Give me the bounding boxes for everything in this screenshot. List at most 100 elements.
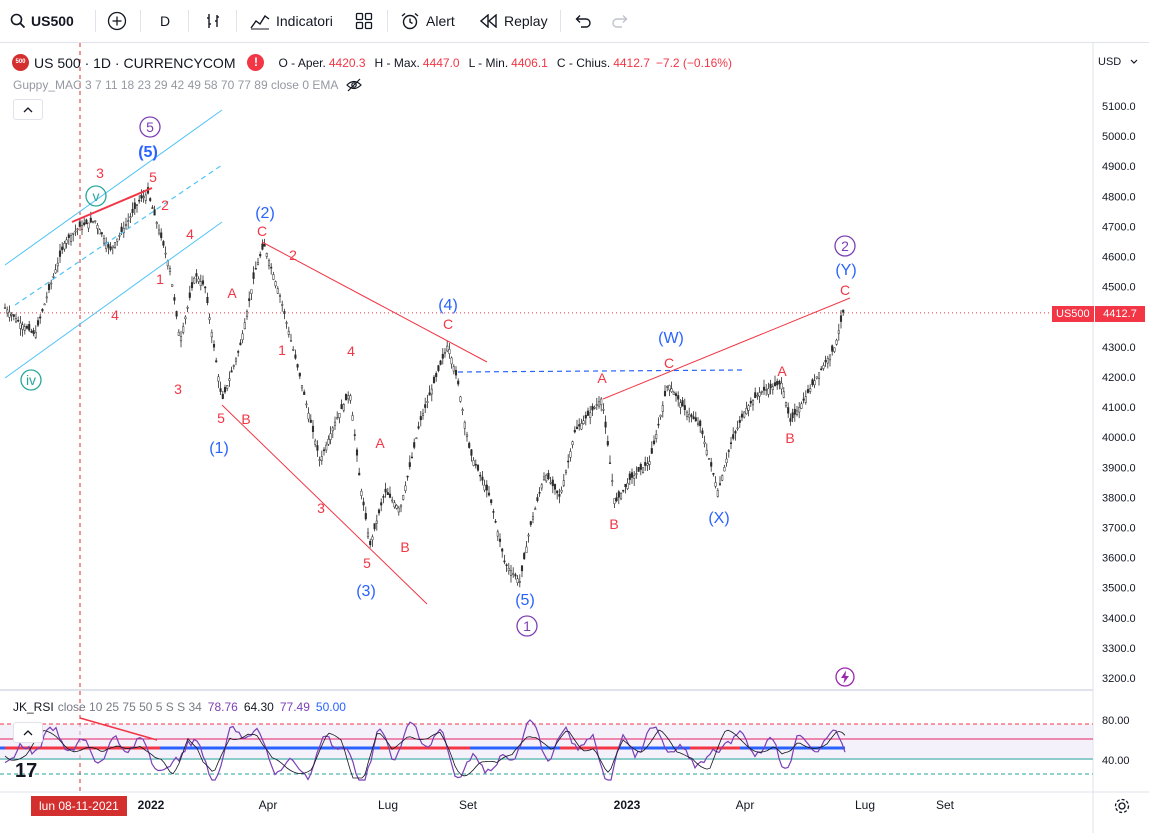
redo-button[interactable]	[611, 8, 629, 34]
price-chart[interactable]: 5100.05000.04900.04800.04700.04600.04500…	[0, 43, 1149, 833]
candle-body	[639, 464, 642, 470]
eye-hidden-icon[interactable]	[346, 78, 363, 92]
candle-body	[714, 482, 717, 487]
candle-body	[824, 360, 827, 363]
undo-button[interactable]	[574, 8, 592, 34]
candle-body	[223, 387, 227, 393]
candle-body	[666, 386, 669, 388]
candle-body	[162, 241, 165, 246]
low-label: L - Min.	[468, 55, 509, 70]
candle-body	[582, 420, 585, 424]
candle-body	[56, 262, 59, 267]
indicator-legend[interactable]: Guppy_MAC 3 7 11 18 23 29 42 49 58 70 77…	[13, 78, 363, 92]
candle-body	[837, 330, 840, 334]
candle-body	[633, 475, 636, 479]
compare-button[interactable]	[107, 8, 127, 34]
candle-body	[822, 365, 825, 369]
candle-body	[542, 476, 546, 481]
candle-body	[729, 442, 733, 445]
candle-body	[131, 208, 134, 213]
rising-trendline	[602, 297, 851, 400]
plus-circle-icon	[107, 11, 127, 31]
candle-body	[208, 317, 211, 320]
candle-body	[646, 463, 649, 466]
indicators-button[interactable]: Indicatori	[250, 8, 333, 34]
candle-body	[241, 333, 244, 341]
price-tick-label: 3800.0	[1102, 492, 1136, 504]
collapse-legend-button[interactable]	[13, 99, 43, 120]
candle-body	[6, 309, 9, 314]
candle-body	[87, 222, 90, 229]
lightning-icon	[835, 667, 855, 687]
candle-body	[127, 220, 130, 222]
candle-body	[230, 370, 233, 373]
wave-label-circle	[516, 615, 538, 637]
price-tick-label: 4900.0	[1102, 161, 1136, 173]
candle-body	[386, 492, 389, 495]
alert-button[interactable]: Alert	[400, 8, 455, 34]
chart-settings-button[interactable]	[1112, 796, 1132, 816]
symbol-search[interactable]: US500	[10, 8, 74, 34]
candle-body	[723, 467, 726, 472]
divider	[387, 10, 388, 32]
wave-label: B	[400, 539, 409, 555]
time-tick-label: Lug	[855, 798, 875, 812]
candle-body	[184, 316, 187, 320]
bar-chart-icon	[207, 14, 219, 28]
candle-body	[657, 423, 660, 426]
rsi-params: close 10 25 75 50 5 S S 34	[57, 700, 202, 714]
candle-body	[787, 407, 790, 414]
candle-body	[718, 483, 722, 485]
candle-body	[811, 379, 814, 385]
layout-grid-icon	[355, 12, 373, 30]
candle-body	[699, 420, 702, 427]
candle-body	[298, 372, 301, 377]
candle-body	[725, 458, 728, 464]
candle-body	[839, 315, 843, 322]
candle-body	[677, 395, 680, 400]
candle-body	[360, 490, 363, 496]
wave-label: 2	[161, 197, 169, 213]
events-button[interactable]	[835, 667, 855, 687]
wedge-upper-trendline	[261, 241, 488, 363]
time-tick-label: 2023	[614, 798, 641, 812]
candle-body	[274, 281, 277, 287]
candle-body	[17, 319, 20, 322]
wave-label: 4	[186, 226, 194, 242]
candle-body	[520, 565, 524, 572]
collapse-rsi-legend-button[interactable]	[13, 722, 43, 743]
candle-body	[353, 434, 356, 436]
candle-body	[342, 404, 345, 411]
candle-body	[355, 449, 359, 456]
candle-body	[457, 380, 460, 385]
warning-icon[interactable]: !	[247, 54, 265, 71]
candle-body	[289, 340, 293, 342]
templates-button[interactable]	[355, 8, 373, 34]
candle-body	[63, 243, 66, 250]
candle-body	[408, 462, 411, 467]
chart-type-button[interactable]	[204, 8, 222, 34]
candle-body	[122, 228, 125, 234]
rsi-name: JK_RSI	[13, 700, 54, 714]
candle-body	[388, 493, 392, 498]
wave-label: C	[664, 355, 674, 371]
candle-body	[243, 322, 246, 329]
interval-button[interactable]: D	[160, 8, 170, 34]
candle-body	[529, 521, 532, 525]
wave-label: C	[257, 223, 267, 239]
candle-body	[32, 330, 35, 334]
candle-body	[622, 489, 625, 492]
replay-button[interactable]: Replay	[480, 8, 548, 34]
candle-body	[72, 232, 75, 235]
rsi-legend: JK_RSI close 10 25 75 50 5 S S 34 78.76 …	[13, 700, 346, 714]
candle-body	[659, 414, 662, 418]
candle-body	[413, 442, 416, 448]
candle-body	[476, 464, 480, 471]
wave-label-circle	[20, 369, 42, 391]
candle-body	[578, 424, 581, 427]
candle-body	[754, 392, 757, 399]
candle-body	[8, 311, 11, 318]
currency-selector[interactable]: USD	[1098, 53, 1142, 71]
candle-body	[626, 482, 629, 489]
wave-label: 1	[278, 342, 286, 358]
